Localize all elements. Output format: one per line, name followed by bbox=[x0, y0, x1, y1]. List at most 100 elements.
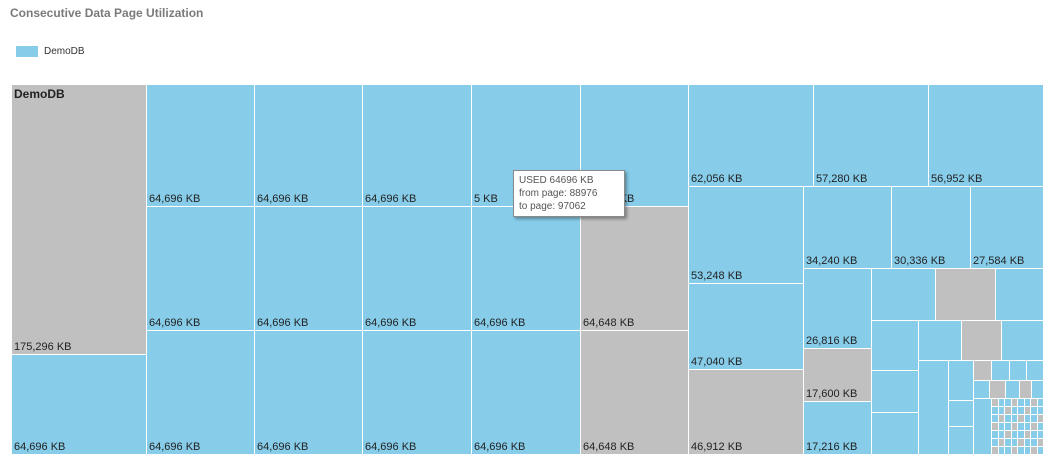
treemap-tile-small[interactable] bbox=[1032, 381, 1044, 399]
treemap-tile-small[interactable] bbox=[990, 381, 1006, 399]
treemap-tile-small[interactable] bbox=[1031, 407, 1038, 415]
treemap-tile-small[interactable] bbox=[1020, 381, 1032, 399]
treemap-tile-small[interactable] bbox=[949, 427, 974, 455]
treemap-tile-small[interactable] bbox=[998, 447, 1005, 455]
treemap-tile-small[interactable] bbox=[949, 361, 974, 401]
treemap-tile-small[interactable] bbox=[1011, 431, 1018, 439]
treemap-tile[interactable]: 46,912 KB bbox=[689, 370, 804, 455]
treemap-tile[interactable]: 17,600 KB bbox=[804, 349, 872, 402]
treemap-tile-small[interactable] bbox=[1005, 431, 1012, 439]
treemap-tile[interactable]: 64,696 KB bbox=[255, 207, 363, 331]
treemap-tile-small[interactable] bbox=[1037, 399, 1044, 407]
treemap-tile[interactable]: 53,248 KB bbox=[689, 187, 804, 284]
treemap-tile-small[interactable] bbox=[872, 371, 919, 413]
treemap-tile-small[interactable] bbox=[998, 399, 1005, 407]
treemap-tile-small[interactable] bbox=[949, 401, 974, 427]
treemap-tile-small[interactable] bbox=[992, 361, 1010, 381]
treemap-tile-small[interactable] bbox=[992, 447, 999, 455]
treemap-tile-small[interactable] bbox=[1006, 381, 1020, 399]
treemap-tile-small[interactable] bbox=[1005, 447, 1012, 455]
treemap-tile-small[interactable] bbox=[1011, 447, 1018, 455]
treemap-tile-small[interactable] bbox=[992, 431, 999, 439]
treemap-tile-small[interactable] bbox=[1031, 439, 1038, 447]
treemap-tile[interactable]: 56,952 KB bbox=[929, 85, 1044, 187]
treemap-tile-small[interactable] bbox=[919, 361, 949, 455]
treemap-tile-small[interactable] bbox=[1018, 447, 1025, 455]
treemap-tile[interactable]: 57,280 KB bbox=[814, 85, 929, 187]
treemap-tile[interactable]: 30,336 KB bbox=[892, 187, 971, 269]
treemap-tile-small[interactable] bbox=[998, 439, 1005, 447]
treemap-tile-small[interactable] bbox=[1018, 431, 1025, 439]
treemap-tile[interactable]: 47,040 KB bbox=[689, 284, 804, 370]
treemap-tile-small[interactable] bbox=[1010, 361, 1027, 381]
treemap-tile-small[interactable] bbox=[1037, 415, 1044, 423]
treemap-tile-small[interactable] bbox=[1011, 423, 1018, 431]
treemap-tile-small[interactable] bbox=[1031, 415, 1038, 423]
treemap-tile-small[interactable] bbox=[998, 407, 1005, 415]
treemap-tile-small[interactable] bbox=[1005, 415, 1012, 423]
treemap-tile-small[interactable] bbox=[872, 269, 936, 321]
treemap-tile-small[interactable] bbox=[992, 399, 999, 407]
treemap-tile[interactable]: 62,056 KB bbox=[689, 85, 814, 187]
treemap-tile-small[interactable] bbox=[1037, 423, 1044, 431]
treemap-tile[interactable]: 64,648 KB bbox=[581, 207, 689, 331]
treemap-tile[interactable]: 64,696 KB bbox=[147, 85, 255, 207]
treemap-tile[interactable]: 64,696 KB bbox=[363, 331, 472, 455]
treemap-tile-small[interactable] bbox=[974, 399, 992, 455]
treemap-tile-small[interactable] bbox=[1018, 439, 1025, 447]
treemap-tile[interactable]: 64,696 KB bbox=[12, 355, 147, 455]
treemap-tile-small[interactable] bbox=[1011, 439, 1018, 447]
treemap-tile-small[interactable] bbox=[936, 269, 996, 321]
treemap-tile-small[interactable] bbox=[998, 431, 1005, 439]
treemap-tile-small[interactable] bbox=[998, 423, 1005, 431]
treemap-tile-small[interactable] bbox=[1024, 415, 1031, 423]
treemap-tile-small[interactable] bbox=[1018, 399, 1025, 407]
treemap-tile[interactable]: 64,696 KB bbox=[472, 331, 581, 455]
treemap-tile-small[interactable] bbox=[1027, 361, 1044, 381]
treemap-tile[interactable]: 26,816 KB bbox=[804, 269, 872, 349]
treemap-tile-small[interactable] bbox=[1005, 407, 1012, 415]
treemap-tile-small[interactable] bbox=[1024, 407, 1031, 415]
treemap-tile[interactable]: 175,296 KB bbox=[12, 85, 147, 355]
treemap-tile-small[interactable] bbox=[974, 361, 992, 381]
treemap-tile[interactable]: 17,216 KB bbox=[804, 402, 872, 455]
treemap-tile-small[interactable] bbox=[1037, 407, 1044, 415]
treemap-tile-small[interactable] bbox=[1037, 447, 1044, 455]
treemap-tile-small[interactable] bbox=[1024, 439, 1031, 447]
treemap-tile-small[interactable] bbox=[1031, 431, 1038, 439]
treemap-tile[interactable]: 27,584 KB bbox=[971, 187, 1044, 269]
treemap-tile-small[interactable] bbox=[1005, 399, 1012, 407]
treemap-tile[interactable]: 64,696 KB bbox=[147, 331, 255, 455]
treemap-tile[interactable]: 64,696 KB bbox=[255, 331, 363, 455]
treemap-tile[interactable]: 64,696 KB bbox=[255, 85, 363, 207]
treemap-tile-small[interactable] bbox=[919, 321, 962, 361]
treemap-tile-small[interactable] bbox=[996, 269, 1044, 321]
treemap-tile-small[interactable] bbox=[1024, 423, 1031, 431]
treemap-tile-small[interactable] bbox=[1018, 423, 1025, 431]
treemap-tile-small[interactable] bbox=[992, 407, 999, 415]
treemap-tile-small[interactable] bbox=[872, 321, 919, 371]
treemap-tile[interactable]: 64,696 KB bbox=[363, 85, 472, 207]
treemap-tile-small[interactable] bbox=[1037, 431, 1044, 439]
treemap-tile[interactable]: 64,696 KB bbox=[147, 207, 255, 331]
treemap-tile-small[interactable] bbox=[962, 321, 1002, 361]
treemap-tile-small[interactable] bbox=[1031, 447, 1038, 455]
treemap-tile-small[interactable] bbox=[1018, 415, 1025, 423]
treemap-tile-small[interactable] bbox=[1037, 439, 1044, 447]
treemap-tile[interactable]: 64,696 KB bbox=[363, 207, 472, 331]
treemap-tile-small[interactable] bbox=[872, 413, 919, 455]
treemap-tile-small[interactable] bbox=[1005, 439, 1012, 447]
treemap-tile-small[interactable] bbox=[992, 439, 999, 447]
treemap-tile-small[interactable] bbox=[1005, 423, 1012, 431]
treemap-tile-small[interactable] bbox=[974, 381, 990, 399]
treemap-tile[interactable]: 64,696 KB bbox=[472, 207, 581, 331]
treemap-tile-small[interactable] bbox=[998, 415, 1005, 423]
treemap-tile-small[interactable] bbox=[1031, 399, 1038, 407]
treemap-tile-small[interactable] bbox=[992, 423, 999, 431]
treemap-tile[interactable]: 64,648 KB bbox=[581, 331, 689, 455]
treemap-tile-small[interactable] bbox=[1024, 431, 1031, 439]
treemap-tile-small[interactable] bbox=[1031, 423, 1038, 431]
treemap-tile-small[interactable] bbox=[1002, 321, 1044, 361]
treemap-tile-small[interactable] bbox=[992, 415, 999, 423]
treemap-tile-small[interactable] bbox=[1018, 407, 1025, 415]
